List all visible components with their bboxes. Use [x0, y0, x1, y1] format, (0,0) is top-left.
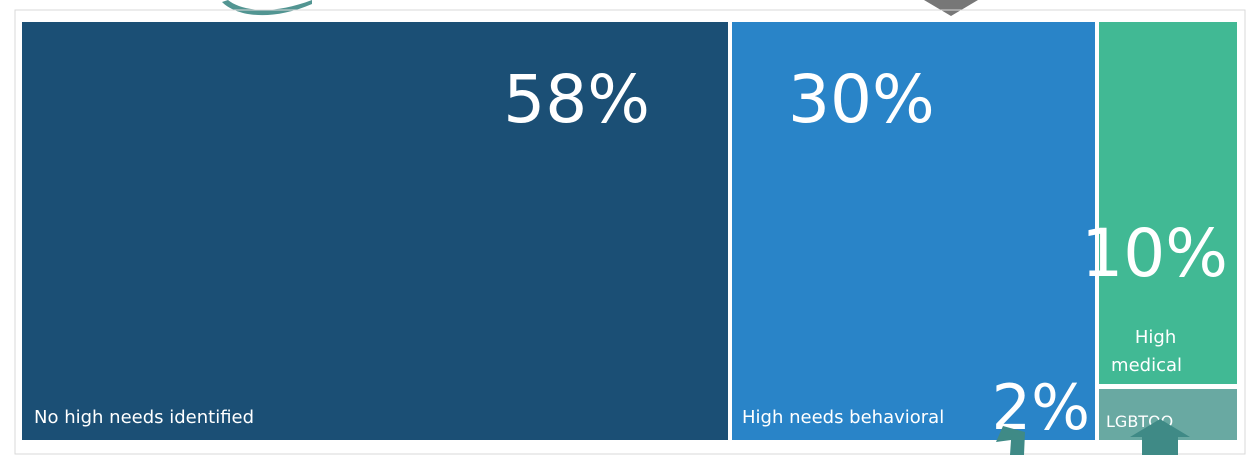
top-marker-triangle-icon — [924, 0, 978, 16]
category-label-no-high-needs: No high needs identified — [34, 407, 254, 428]
chart-frame — [14, 9, 1246, 455]
category-label-high-needs-behavioral: High needs behavioral — [742, 407, 944, 428]
tile-high-needs-behavioral — [732, 22, 1095, 440]
value-label-high-needs-behavioral: 30% — [788, 61, 935, 138]
tile-high-medical — [1099, 22, 1237, 384]
tile-no-high-needs — [22, 22, 728, 440]
category-label-high-medical: High medical — [1111, 327, 1182, 376]
category-label-high-medical-line-1: High — [1135, 327, 1176, 348]
top-left-arrow-fragment-icon — [222, 0, 312, 16]
treemap-tiles — [22, 22, 1237, 440]
curved-arrow-bottom-center-icon — [996, 426, 1025, 455]
value-label-no-high-needs: 58% — [503, 61, 650, 138]
value-label-high-medical: 10% — [1081, 215, 1228, 292]
category-label-high-medical-line-2: medical — [1111, 355, 1182, 376]
up-arrow-bottom-right-icon — [1130, 419, 1190, 455]
